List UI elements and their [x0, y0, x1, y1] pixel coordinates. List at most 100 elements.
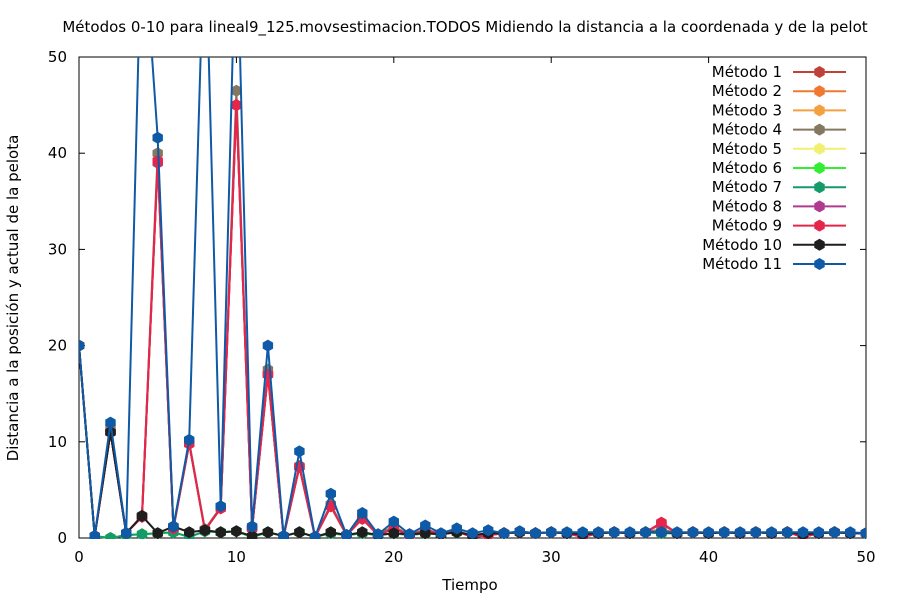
legend-swatch-marker [814, 219, 825, 232]
data-point [609, 526, 620, 539]
legend-swatch-marker [814, 238, 825, 251]
legend-entry: Método 7 [712, 178, 846, 196]
legend-swatch-marker [814, 142, 825, 155]
data-point [105, 416, 116, 429]
axis-ticks: 0 10 20 30 40 50 0 10 20 30 40 50 [48, 48, 876, 566]
data-point [530, 527, 541, 539]
legend-entry: Método 4 [712, 121, 846, 139]
legend-label: Método 2 [712, 82, 782, 100]
series-11 [79, 57, 866, 539]
legend-entry: Método 5 [712, 140, 846, 158]
data-point [467, 527, 478, 539]
series-line [79, 345, 866, 539]
legend-swatch-marker [814, 200, 825, 213]
data-point [561, 526, 573, 539]
legend-label: Método 4 [712, 121, 782, 139]
legend-label: Método 11 [702, 255, 782, 273]
data-point [246, 520, 258, 533]
data-point [404, 528, 415, 539]
legend-entry: Método 1 [712, 63, 846, 81]
data-point [845, 526, 856, 539]
data-point [656, 526, 667, 539]
legend-label: Método 9 [712, 217, 782, 235]
data-point [168, 520, 179, 533]
legend-swatch-marker [814, 162, 825, 174]
data-point [136, 528, 148, 539]
data-point [215, 500, 226, 513]
data-point [435, 527, 447, 539]
y-tick-label: 40 [48, 144, 67, 162]
data-point [829, 526, 840, 539]
legend-swatch-marker [814, 104, 825, 117]
data-point [372, 528, 384, 539]
series-line [79, 345, 866, 539]
data-point [246, 530, 258, 539]
series-layer [79, 57, 866, 539]
legend-entry: Método 10 [702, 236, 846, 254]
x-tick-label: 0 [74, 548, 84, 566]
y-tick-label: 0 [57, 529, 67, 547]
data-point [199, 524, 211, 537]
x-tick-label: 20 [384, 548, 403, 566]
data-point [136, 509, 148, 522]
data-point [782, 526, 793, 539]
data-point [703, 526, 714, 539]
data-point [813, 526, 824, 539]
data-point [357, 526, 368, 539]
legend-label: Método 1 [712, 63, 782, 81]
data-point [451, 522, 462, 535]
x-tick-label: 50 [856, 548, 875, 566]
y-tick-label: 30 [48, 240, 67, 258]
data-point [325, 487, 336, 500]
data-point [797, 526, 809, 539]
data-point [546, 526, 557, 539]
data-point [656, 516, 667, 529]
legend-swatch-marker [814, 181, 825, 194]
data-point [420, 519, 431, 532]
data-point [262, 526, 274, 539]
data-point [325, 526, 336, 539]
data-point [420, 527, 431, 539]
data-point [231, 99, 242, 112]
legend-entry: Método 8 [712, 197, 846, 215]
data-point [105, 532, 116, 539]
x-tick-label: 10 [227, 548, 246, 566]
legend-label: Método 5 [712, 140, 782, 158]
data-point [514, 525, 525, 538]
y-tick-label: 20 [48, 337, 67, 355]
legend-entry: Método 11 [702, 255, 846, 273]
data-point [388, 515, 399, 528]
chart-title: Métodos 0-10 para lineal9_125.movsestima… [62, 18, 867, 37]
data-point [294, 445, 305, 458]
x-axis-label: Tiempo [441, 576, 497, 594]
data-point [152, 527, 163, 539]
data-point [498, 527, 510, 539]
data-point [719, 526, 730, 539]
legend-entry: Método 6 [712, 159, 846, 177]
y-tick-label: 10 [48, 433, 67, 451]
data-point [121, 527, 132, 539]
data-point [357, 507, 368, 519]
data-point [860, 527, 866, 539]
legend-entry: Método 3 [712, 101, 846, 119]
data-point [184, 433, 195, 446]
data-point [593, 526, 604, 539]
data-point [262, 339, 274, 352]
data-point [734, 526, 746, 539]
series-line [79, 345, 866, 539]
data-point [309, 531, 321, 539]
data-point [341, 529, 352, 539]
y-axis-label: Distancia a la posición y actual de la p… [4, 135, 22, 462]
legend-swatch-marker [814, 258, 825, 270]
data-point [687, 526, 699, 539]
x-tick-label: 40 [699, 548, 718, 566]
data-point [184, 526, 195, 539]
legend-label: Método 7 [712, 178, 782, 196]
data-point [624, 526, 636, 539]
legend-swatch-marker [814, 66, 825, 78]
data-point [483, 524, 494, 537]
legend-entry: Método 2 [712, 82, 846, 100]
data-point [152, 131, 163, 144]
data-point [231, 525, 242, 538]
